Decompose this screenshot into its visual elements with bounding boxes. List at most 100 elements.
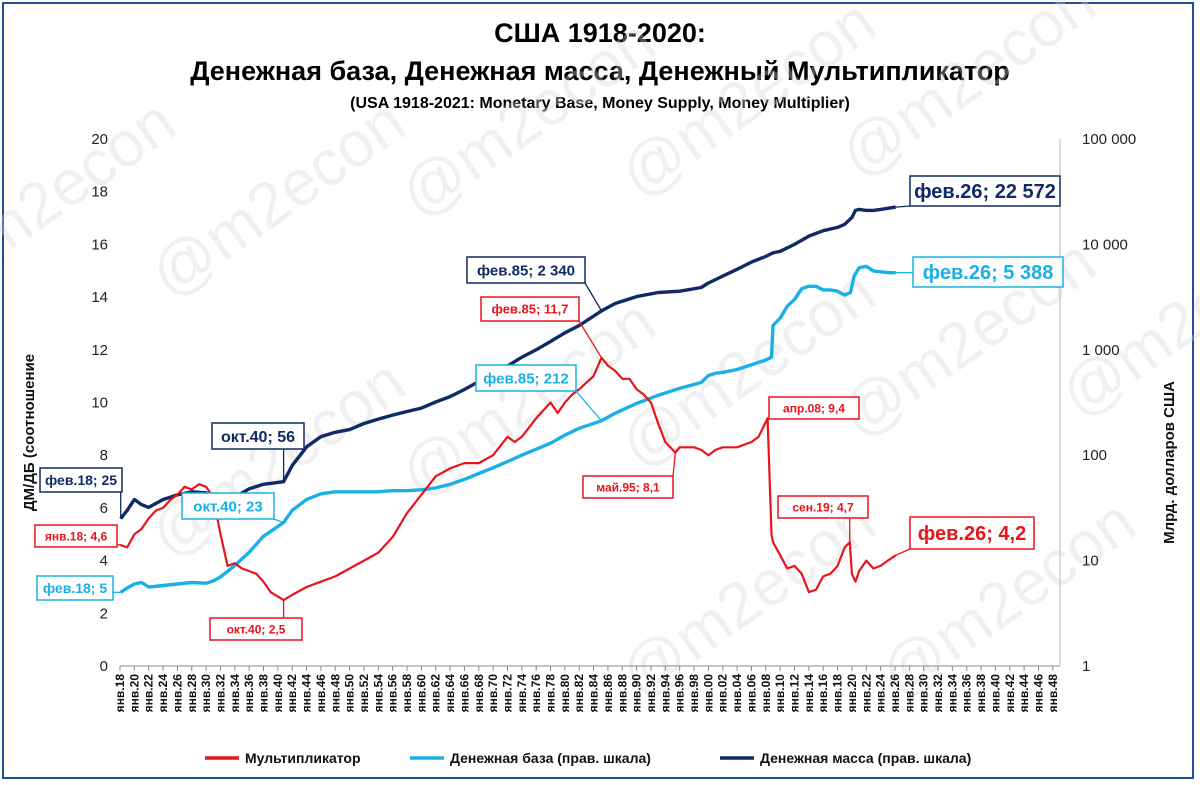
right-tick-label: 100 — [1082, 447, 1107, 464]
watermark-text: @m2econ — [607, 0, 888, 211]
x-tick-label: янв.48 — [328, 674, 342, 713]
annotation-label: апр.08; 9,4 — [783, 401, 845, 415]
annotation-label: фев.85; 2 340 — [477, 262, 575, 279]
watermark-text: @m2econ — [137, 345, 418, 572]
x-tick-label: янв.62 — [429, 674, 443, 713]
x-tick-label: янв.26 — [888, 674, 902, 713]
x-tick-label: янв.14 — [802, 674, 816, 713]
x-tick-label: янв.26 — [170, 674, 184, 713]
legend-label: Денежная масса (прав. шкала) — [760, 750, 971, 766]
x-tick-label: янв.64 — [443, 674, 457, 713]
watermark-text: @m2econ — [607, 255, 888, 482]
x-tick-label: янв.52 — [357, 674, 371, 713]
x-tick-label: янв.22 — [142, 674, 156, 713]
x-tick-label: янв.86 — [601, 674, 615, 713]
legend-label: Денежная база (прав. шкала) — [450, 750, 651, 766]
x-tick-label: янв.78 — [544, 674, 558, 713]
left-tick-label: 0 — [100, 658, 108, 675]
annotation-box — [466, 256, 586, 284]
left-tick-label: 4 — [100, 553, 108, 570]
x-tick-label: янв.16 — [816, 674, 830, 713]
annotation-box — [480, 296, 580, 322]
x-tick-label: янв.34 — [228, 674, 242, 713]
annotation-box — [909, 516, 1035, 550]
annotation-box — [39, 467, 123, 493]
x-tick-label: янв.98 — [687, 674, 701, 713]
x-tick-label: янв.44 — [1017, 674, 1031, 713]
chart-subtitle-en: (USA 1918-2021: Monetary Base, Money Sup… — [350, 95, 850, 112]
right-tick-label: 1 — [1082, 658, 1090, 675]
left-tick-label: 8 — [100, 447, 108, 464]
x-tick-label: янв.70 — [486, 674, 500, 713]
x-tick-label: янв.18 — [113, 674, 127, 713]
annotation-label: фев.18; 25 — [45, 472, 117, 488]
x-tick-label: янв.56 — [386, 674, 400, 713]
x-tick-label: янв.58 — [400, 674, 414, 713]
watermark-text: @m2econ — [137, 85, 418, 312]
annotation-leader — [672, 452, 677, 477]
annotation-box — [768, 396, 860, 420]
annotation-label: фев.26; 4,2 — [918, 523, 1026, 545]
x-tick-label: янв.22 — [859, 674, 873, 713]
x-tick-label: янв.02 — [716, 674, 730, 713]
annotation-box — [912, 256, 1064, 288]
left-tick-label: 10 — [91, 395, 108, 412]
x-tick-label: янв.38 — [257, 674, 271, 713]
axes: 0 2 4 6 8 10 12 14 16 18 20 1 10 100 1 000 10 000 100 00… — [21, 131, 1178, 712]
x-tick-label: янв.36 — [242, 674, 256, 713]
right-tick-label: 100 000 — [1082, 131, 1136, 148]
left-tick-label: 2 — [100, 605, 108, 622]
x-tick-label: янв.80 — [558, 674, 572, 713]
x-tick-label: янв.12 — [788, 674, 802, 713]
annotation-leader — [578, 320, 603, 359]
x-tick-label: янв.18 — [831, 674, 845, 713]
x-tick-label: янв.88 — [615, 674, 629, 713]
annotation-box — [909, 175, 1061, 207]
left-tick-label: 18 — [91, 184, 108, 201]
x-tick-label: янв.28 — [902, 674, 916, 713]
annotation-label: янв.18; 4,6 — [45, 529, 108, 543]
annotation-label: окт.40; 56 — [221, 429, 295, 446]
annotation-box — [36, 575, 114, 601]
x-tick-label: янв.20 — [845, 674, 859, 713]
x-tick-label: янв.24 — [874, 674, 888, 713]
x-tick-label: янв.66 — [457, 674, 471, 713]
x-tick-label: янв.68 — [472, 674, 486, 713]
annotation-label: окт.40; 2,5 — [227, 622, 286, 636]
x-tick-label: янв.32 — [931, 674, 945, 713]
annotation-label: фев.18; 5 — [43, 580, 107, 596]
left-tick-label: 12 — [91, 342, 108, 359]
x-tick-label: янв.28 — [185, 674, 199, 713]
x-tick-label: янв.10 — [773, 674, 787, 713]
right-axis-title: Млрд. долларов США — [1161, 381, 1178, 544]
annotation-leader — [584, 282, 603, 312]
x-tick-label: янв.32 — [213, 674, 227, 713]
right-tick-label: 1 000 — [1082, 342, 1120, 359]
x-tick-label: янв.30 — [199, 674, 213, 713]
annotation-leader — [575, 390, 602, 422]
chart-subtitle: Денежная база, Денежная масса, Денежный … — [190, 56, 1010, 86]
x-tick-label: янв.36 — [960, 674, 974, 713]
x-tick-label: янв.40 — [988, 674, 1002, 713]
x-tick-label: янв.84 — [587, 674, 601, 713]
annotation-label: фев.85; 11,7 — [491, 302, 568, 317]
left-tick-label: 20 — [91, 131, 108, 148]
x-tick-label: янв.40 — [271, 674, 285, 713]
x-tick-label: янв.96 — [673, 674, 687, 713]
annotation-leader — [895, 205, 911, 208]
annotation-leader — [273, 518, 284, 524]
x-tick-label: янв.06 — [744, 674, 758, 713]
right-tick-label: 10 — [1082, 553, 1099, 570]
x-tick-label: янв.24 — [156, 674, 170, 713]
x-tick-label: янв.34 — [945, 674, 959, 713]
annotation-leader — [895, 548, 911, 556]
x-tick-label: янв.46 — [314, 674, 328, 713]
x-tick-label: янв.42 — [285, 674, 299, 713]
annotation-label: фев.26; 5 388 — [923, 262, 1054, 284]
annotation-label: сен.19; 4,7 — [792, 500, 854, 514]
x-tick-label: янв.50 — [343, 674, 357, 713]
left-tick-label: 14 — [91, 289, 108, 306]
annotation-box — [777, 495, 869, 519]
